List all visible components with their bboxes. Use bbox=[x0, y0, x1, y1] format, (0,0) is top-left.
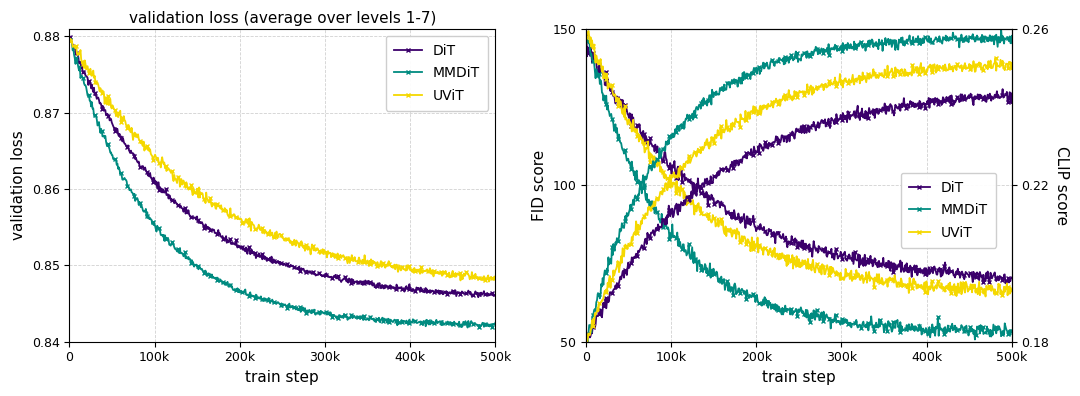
UViT bbox=[64, 36, 77, 41]
DiT bbox=[1005, 91, 1018, 96]
UViT bbox=[656, 192, 669, 197]
Line: DiT: DiT bbox=[584, 87, 1014, 344]
DiT bbox=[138, 165, 151, 170]
UViT bbox=[865, 76, 878, 80]
UViT bbox=[348, 255, 361, 259]
DiT bbox=[772, 137, 785, 141]
UViT bbox=[257, 230, 270, 234]
DiT bbox=[489, 292, 502, 297]
MMDiT bbox=[461, 325, 474, 330]
Line: UViT: UViT bbox=[68, 37, 498, 284]
MMDiT bbox=[864, 42, 877, 47]
DiT bbox=[996, 87, 1009, 91]
MMDiT bbox=[772, 56, 785, 61]
MMDiT bbox=[173, 251, 186, 255]
UViT bbox=[832, 83, 845, 88]
MMDiT bbox=[656, 150, 669, 154]
DiT bbox=[689, 189, 702, 194]
DiT bbox=[901, 103, 914, 107]
UViT bbox=[773, 97, 786, 102]
MMDiT bbox=[901, 37, 914, 42]
Line: UViT: UViT bbox=[584, 56, 1014, 345]
Y-axis label: FID score: FID score bbox=[531, 150, 546, 221]
X-axis label: train step: train step bbox=[245, 370, 320, 385]
MMDiT bbox=[383, 317, 396, 322]
Line: MMDiT: MMDiT bbox=[68, 38, 498, 329]
Y-axis label: validation loss: validation loss bbox=[11, 130, 26, 240]
UViT bbox=[581, 341, 594, 345]
UViT bbox=[384, 263, 397, 268]
MMDiT bbox=[138, 209, 151, 214]
MMDiT bbox=[1005, 33, 1018, 38]
Legend: DiT, MMDiT, UViT: DiT, MMDiT, UViT bbox=[386, 36, 488, 111]
MMDiT bbox=[64, 38, 77, 42]
DiT bbox=[472, 295, 485, 300]
UViT bbox=[483, 279, 496, 284]
DiT bbox=[256, 257, 269, 262]
MMDiT bbox=[689, 107, 702, 112]
UViT bbox=[989, 55, 1002, 60]
MMDiT bbox=[580, 340, 593, 345]
MMDiT bbox=[995, 28, 1008, 33]
MMDiT bbox=[348, 313, 361, 318]
MMDiT bbox=[256, 298, 269, 303]
Line: MMDiT: MMDiT bbox=[584, 29, 1014, 345]
Title: validation loss (average over levels 1-7): validation loss (average over levels 1-7… bbox=[129, 11, 436, 26]
DiT bbox=[173, 203, 186, 208]
MMDiT bbox=[489, 320, 502, 325]
MMDiT bbox=[314, 308, 327, 313]
UViT bbox=[64, 38, 77, 43]
UViT bbox=[314, 250, 327, 255]
DiT bbox=[656, 225, 669, 229]
Y-axis label: CLIP score: CLIP score bbox=[1054, 146, 1069, 225]
X-axis label: train step: train step bbox=[762, 370, 836, 385]
UViT bbox=[580, 333, 593, 338]
DiT bbox=[831, 116, 843, 120]
UViT bbox=[901, 70, 914, 75]
Legend: DiT, MMDiT, UViT: DiT, MMDiT, UViT bbox=[901, 173, 997, 248]
DiT bbox=[314, 273, 327, 278]
DiT bbox=[64, 34, 77, 39]
MMDiT bbox=[831, 49, 843, 53]
UViT bbox=[690, 154, 703, 159]
DiT bbox=[864, 112, 877, 116]
DiT bbox=[580, 340, 593, 345]
UViT bbox=[1005, 61, 1018, 65]
UViT bbox=[489, 276, 502, 281]
UViT bbox=[174, 184, 187, 189]
DiT bbox=[348, 281, 361, 286]
UViT bbox=[139, 147, 152, 152]
DiT bbox=[383, 283, 396, 287]
Line: DiT: DiT bbox=[68, 34, 498, 299]
